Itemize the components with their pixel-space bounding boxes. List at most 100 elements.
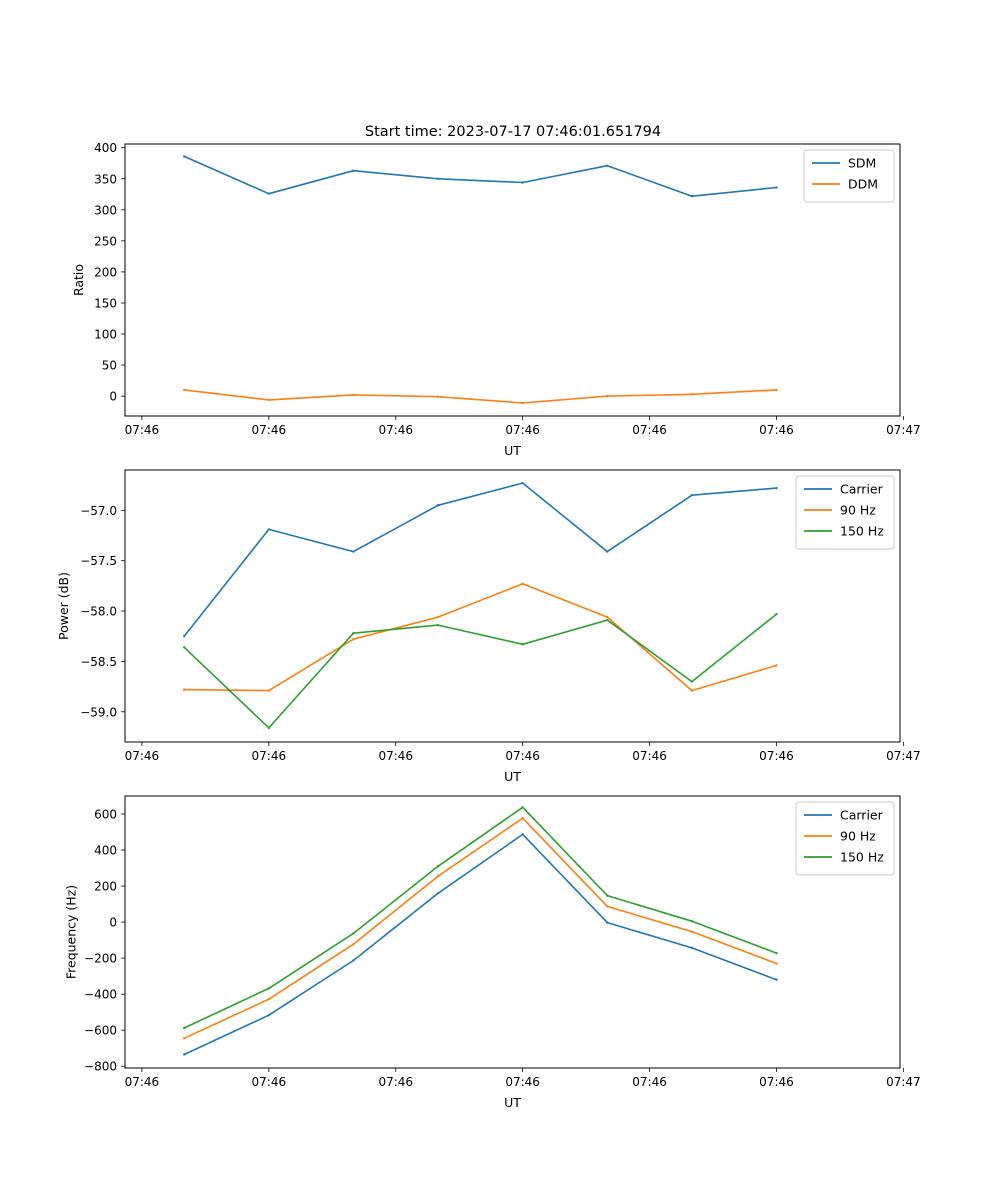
data-point — [267, 726, 271, 730]
data-point — [606, 615, 609, 619]
data-point — [267, 528, 271, 531]
x-tick-label: 07:46 — [252, 1075, 287, 1089]
data-point — [183, 688, 186, 691]
data-point — [690, 680, 694, 683]
data-point — [690, 946, 694, 950]
data-point — [606, 164, 609, 167]
data-point — [690, 393, 694, 396]
data-point — [690, 930, 694, 933]
axes-frame — [124, 795, 901, 1069]
legend: Carrier 90 Hz 150 Hz — [795, 801, 895, 876]
data-point — [436, 623, 440, 627]
data-point — [521, 582, 524, 586]
y-tick-label: −800 — [84, 1060, 117, 1074]
figure-title: Start time: 2023-07-17 07:46:01.651794 — [365, 124, 661, 140]
data-point — [606, 618, 609, 622]
series-line-90-hz — [184, 582, 777, 692]
x-tick-label: 07:46 — [505, 423, 540, 437]
axes-frame — [124, 469, 901, 743]
series-line-ddm — [184, 389, 777, 404]
data-point — [352, 393, 355, 397]
x-tick-label: 07:46 — [505, 749, 540, 763]
x-tick-label: 07:46 — [125, 1075, 160, 1089]
data-point — [183, 155, 186, 158]
axes-frame — [124, 143, 901, 417]
data-point — [606, 921, 609, 924]
y-tick-label: −57.5 — [80, 554, 117, 568]
x-tick-label: 07:46 — [632, 1075, 667, 1089]
panel-2: 07:46 07:46 07:46 07:46 07:46 07:46 07:47 UT −59… — [56, 469, 921, 784]
data-point — [436, 504, 440, 507]
y-axis-label: Ratio — [71, 264, 86, 296]
data-point — [775, 962, 778, 965]
data-point — [436, 892, 440, 895]
data-point — [606, 550, 609, 553]
y-tick-label: 200 — [94, 265, 117, 279]
y-tick-label: 600 — [94, 808, 117, 822]
y-tick-label: −600 — [84, 1024, 117, 1038]
data-point — [352, 169, 355, 172]
legend: Carrier 90 Hz 150 Hz — [795, 475, 895, 550]
x-tick-label: 07:46 — [632, 423, 667, 437]
data-point — [690, 194, 694, 198]
data-point — [183, 646, 186, 649]
y-tick-label: 0 — [109, 390, 117, 404]
data-point — [183, 1053, 186, 1056]
data-point — [775, 951, 778, 955]
data-point — [352, 632, 355, 635]
y-axis-label: Power (dB) — [56, 572, 71, 640]
panel-3: 07:46 07:46 07:46 07:46 07:46 07:46 07:47 UT −80… — [63, 795, 921, 1110]
y-axis-label: Frequency (Hz) — [63, 885, 78, 979]
data-point — [436, 865, 440, 868]
legend-label: DDM — [848, 177, 878, 192]
data-point — [267, 987, 271, 990]
y-tick-label: 200 — [94, 880, 117, 894]
data-point — [606, 905, 609, 908]
series-line-150-hz — [183, 806, 777, 1029]
x-tick-label: 07:46 — [252, 423, 287, 437]
series-line-carrier — [183, 833, 777, 1056]
legend-label: 150 Hz — [840, 524, 884, 539]
data-point — [690, 919, 694, 923]
y-tick-label: 0 — [109, 916, 117, 930]
data-point — [775, 612, 778, 616]
data-point — [352, 638, 355, 641]
y-tick-label: −200 — [84, 952, 117, 966]
x-tick-label: 07:46 — [759, 1075, 794, 1089]
x-axis-label: UT — [504, 1095, 521, 1110]
series-line-sdm — [183, 155, 777, 197]
data-point — [775, 664, 778, 667]
data-point — [521, 481, 524, 485]
data-point — [183, 388, 186, 392]
data-point — [690, 493, 694, 497]
x-tick-label: 07:47 — [886, 423, 921, 437]
panel-1: 07:46 07:46 07:46 07:46 07:46 07:46 07:47 UT 0 50… — [71, 141, 921, 458]
data-point — [521, 816, 524, 820]
x-tick-label: 07:46 — [759, 423, 794, 437]
data-point — [267, 997, 271, 1001]
data-point — [352, 959, 355, 962]
x-tick-label: 07:46 — [125, 423, 160, 437]
x-tick-label: 07:46 — [378, 423, 413, 437]
legend-label: 90 Hz — [840, 503, 876, 518]
data-point — [775, 486, 778, 490]
series-line-150-hz — [183, 613, 777, 729]
x-axis-label: UT — [504, 443, 521, 458]
data-point — [267, 1014, 271, 1017]
data-point — [521, 401, 524, 405]
x-tick-label: 07:46 — [759, 749, 794, 763]
y-tick-label: 250 — [94, 234, 117, 248]
y-tick-label: 400 — [94, 844, 117, 858]
data-point — [775, 388, 778, 392]
data-point — [436, 615, 440, 619]
data-point — [436, 874, 440, 878]
data-point — [690, 689, 694, 692]
data-point — [521, 833, 524, 836]
data-point — [267, 689, 271, 692]
y-tick-label: 50 — [102, 359, 117, 373]
data-point — [521, 643, 524, 646]
x-axis-label: UT — [504, 769, 521, 784]
y-tick-label: −57.0 — [80, 504, 117, 518]
data-point — [775, 978, 778, 981]
